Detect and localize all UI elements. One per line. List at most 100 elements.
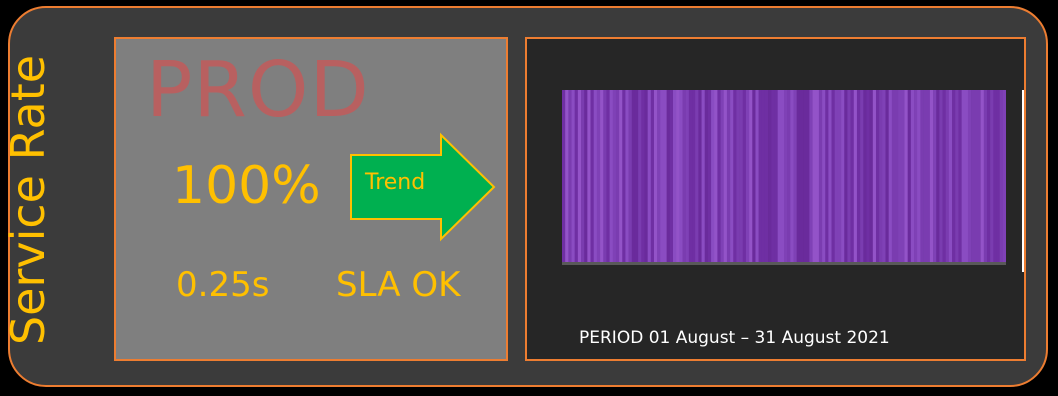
timeline-segment bbox=[869, 90, 874, 265]
timeline-segment bbox=[952, 90, 956, 265]
timeline-segment bbox=[625, 90, 629, 265]
timeline-segment bbox=[790, 90, 794, 265]
timeline-segment bbox=[822, 90, 826, 265]
timeline-segment bbox=[967, 90, 972, 265]
timeline-segment bbox=[676, 90, 680, 265]
timeline-segment bbox=[942, 90, 947, 265]
timeline-segment bbox=[736, 90, 740, 265]
timeline-segment bbox=[926, 90, 931, 265]
timeline-segment bbox=[581, 90, 585, 265]
timeline-segment bbox=[990, 90, 994, 265]
timeline-segment bbox=[571, 90, 575, 265]
timeline-segment bbox=[980, 90, 985, 265]
timeline-segment bbox=[850, 90, 855, 265]
timeline-edge bbox=[1022, 90, 1024, 272]
timeline-segment bbox=[993, 90, 997, 265]
timeline-segment bbox=[901, 90, 905, 265]
timeline-segment bbox=[977, 90, 981, 265]
timeline-segment bbox=[574, 90, 579, 265]
timeline-segment bbox=[666, 90, 671, 265]
timeline-segment bbox=[774, 90, 778, 265]
timeline-segment bbox=[923, 90, 928, 265]
timeline-segment bbox=[742, 90, 747, 265]
timeline-segment bbox=[904, 90, 908, 265]
timeline-segment bbox=[768, 90, 772, 265]
timeline-segment bbox=[745, 90, 750, 265]
timeline-segment bbox=[780, 90, 785, 265]
service-rate-title: Service Rate bbox=[1, 54, 55, 346]
timeline-segment bbox=[910, 90, 915, 265]
timeline-segment bbox=[996, 90, 1000, 265]
timeline-segment bbox=[856, 90, 861, 265]
timeline-segment bbox=[685, 90, 690, 265]
timeline-segment bbox=[717, 90, 721, 265]
timeline-segment bbox=[688, 90, 693, 265]
timeline-segment bbox=[955, 90, 959, 265]
timeline-segment bbox=[796, 90, 801, 265]
timeline-segment bbox=[730, 90, 734, 265]
timeline-segment bbox=[711, 90, 715, 265]
timeline-segment bbox=[682, 90, 686, 265]
timeline-segment bbox=[596, 90, 601, 265]
timeline-segment bbox=[758, 90, 763, 265]
timeline-segment bbox=[622, 90, 626, 265]
timeline-segment bbox=[787, 90, 791, 265]
timeline-segment bbox=[809, 90, 813, 265]
timeline-segment bbox=[986, 90, 991, 265]
timeline-segment bbox=[707, 90, 712, 265]
timeline-segment bbox=[834, 90, 839, 265]
timeline-segment bbox=[863, 90, 867, 265]
timeline-segment bbox=[806, 90, 810, 265]
timeline-segment bbox=[755, 90, 759, 265]
timeline-segment bbox=[634, 90, 639, 265]
timeline-segment bbox=[644, 90, 648, 265]
timeline-segment bbox=[752, 90, 756, 265]
timeline-segment bbox=[593, 90, 598, 265]
timeline-segment bbox=[638, 90, 642, 265]
timeline-segment bbox=[771, 90, 775, 265]
timeline-segment bbox=[704, 90, 709, 265]
timeline-segment bbox=[562, 90, 566, 265]
timeline-segment bbox=[898, 90, 902, 265]
timeline-segment bbox=[939, 90, 943, 265]
period-label: PERIOD 01 August – 31 August 2021 bbox=[579, 328, 890, 348]
timeline-segment bbox=[948, 90, 953, 265]
timeline-segment bbox=[803, 90, 807, 265]
availability-value: 100% bbox=[172, 156, 321, 216]
timeline-segment bbox=[818, 90, 823, 265]
timeline-segment bbox=[660, 90, 664, 265]
timeline-segment bbox=[695, 90, 699, 265]
timeline-segment bbox=[844, 90, 848, 265]
timeline-segment bbox=[784, 90, 788, 265]
timeline-segment bbox=[847, 90, 851, 265]
availability-timeline bbox=[562, 90, 1006, 265]
timeline-segment bbox=[933, 90, 937, 265]
timeline-segment bbox=[679, 90, 683, 265]
timeline-segment bbox=[841, 90, 845, 265]
timeline-segment bbox=[628, 90, 633, 265]
timeline-segment bbox=[888, 90, 893, 265]
timeline-baseline bbox=[562, 262, 1006, 265]
timeline-segment bbox=[606, 90, 610, 265]
timeline-segment bbox=[828, 90, 832, 265]
timeline-segment bbox=[777, 90, 782, 265]
timeline-segment bbox=[600, 90, 604, 265]
timeline-segment bbox=[866, 90, 870, 265]
timeline-segment bbox=[875, 90, 880, 265]
timeline-segment bbox=[853, 90, 858, 265]
trend-label: Trend bbox=[365, 170, 426, 195]
timeline-segment bbox=[936, 90, 940, 265]
timeline-segment bbox=[964, 90, 969, 265]
sla-status: SLA OK bbox=[336, 265, 461, 305]
timeline-segment bbox=[920, 90, 924, 265]
timeline-segment bbox=[698, 90, 702, 265]
timeline-segment bbox=[701, 90, 706, 265]
timeline-segment bbox=[615, 90, 620, 265]
timeline-segment bbox=[587, 90, 591, 265]
timeline-segment bbox=[895, 90, 899, 265]
timeline-segment bbox=[647, 90, 652, 265]
timeline-segment bbox=[812, 90, 817, 265]
timeline-segment bbox=[837, 90, 842, 265]
timeline-segment bbox=[882, 90, 886, 265]
timeline-segment bbox=[999, 90, 1004, 265]
